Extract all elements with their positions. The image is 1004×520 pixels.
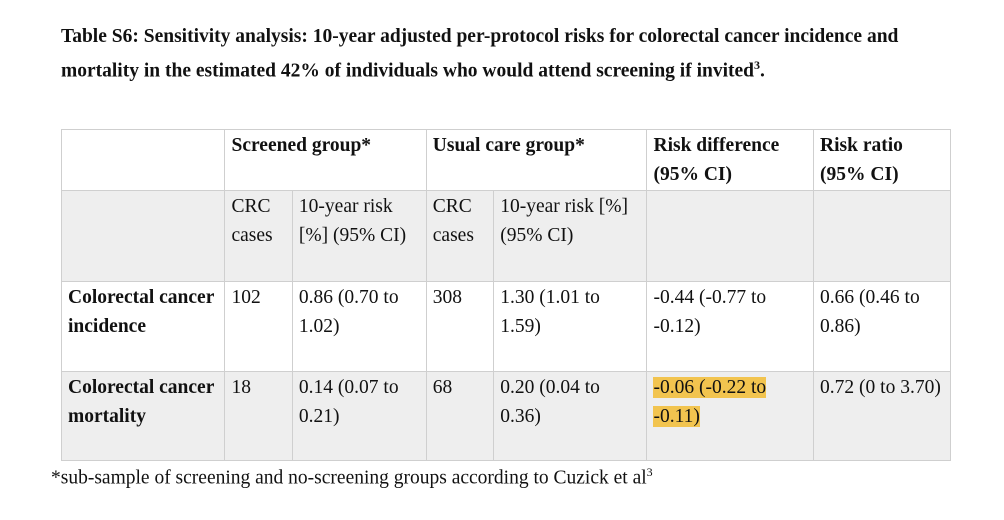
cell-usual-cases: 308 bbox=[425, 281, 495, 372]
table-subheader-row: CRC cases 10-year risk [%] (95% CI) CRC … bbox=[60, 190, 951, 282]
cell-risk-difference: -0.44 (-0.77 to -0.12) bbox=[646, 281, 815, 372]
cell-usual-risk: 0.20 (0.04 to 0.36) bbox=[493, 371, 648, 461]
subheader-blank-cell bbox=[60, 190, 226, 282]
header-usual-care-group: Usual care group* bbox=[425, 129, 648, 191]
subheader-risk-usual: 10-year risk [%] (95% CI) bbox=[493, 190, 648, 282]
cell-usual-risk: 1.30 (1.01 to 1.59) bbox=[493, 281, 648, 372]
subheader-crc-cases-screened: CRC cases bbox=[224, 190, 293, 282]
table-row: Colorectal cancer incidence 102 0.86 (0.… bbox=[60, 281, 951, 372]
subheader-risk-screened: 10-year risk [%] (95% CI) bbox=[291, 190, 427, 282]
subheader-crc-cases-usual: CRC cases bbox=[425, 190, 495, 282]
header-risk-ratio: Risk ratio (95% CI) bbox=[813, 129, 951, 191]
cell-risk-ratio: 0.66 (0.46 to 0.86) bbox=[813, 281, 951, 372]
cell-screened-cases: 102 bbox=[224, 281, 293, 372]
cell-risk-ratio: 0.72 (0 to 3.70) bbox=[813, 371, 951, 461]
subheader-blank-rr bbox=[813, 190, 951, 282]
table-header-row: Screened group* Usual care group* Risk d… bbox=[60, 129, 951, 191]
cell-screened-risk: 0.14 (0.07 to 0.21) bbox=[291, 371, 427, 461]
row-label-mortality: Colorectal cancer mortality bbox=[60, 371, 226, 461]
table-footnote: *sub-sample of screening and no-screenin… bbox=[51, 458, 653, 493]
cell-screened-risk: 0.86 (0.70 to 1.02) bbox=[291, 281, 427, 372]
footnote-text: *sub-sample of screening and no-screenin… bbox=[51, 467, 647, 489]
table-row: Colorectal cancer mortality 18 0.14 (0.0… bbox=[60, 371, 951, 461]
caption-superscript: 3 bbox=[754, 58, 761, 72]
highlighted-risk-difference: -0.06 (-0.22 to -0.11) bbox=[653, 377, 767, 427]
caption-period: . bbox=[760, 60, 765, 82]
header-blank-cell bbox=[60, 129, 226, 191]
header-risk-difference: Risk difference (95% CI) bbox=[646, 129, 815, 191]
table-caption: Table S6: Sensitivity analysis: 10-year … bbox=[61, 22, 941, 86]
header-screened-group: Screened group* bbox=[224, 129, 427, 191]
caption-text: Table S6: Sensitivity analysis: 10-year … bbox=[61, 26, 899, 82]
row-label-incidence: Colorectal cancer incidence bbox=[60, 281, 226, 372]
results-table: Screened group* Usual care group* Risk d… bbox=[60, 129, 951, 461]
cell-screened-cases: 18 bbox=[224, 371, 293, 461]
subheader-blank-rd bbox=[646, 190, 815, 282]
cell-usual-cases: 68 bbox=[425, 371, 495, 461]
cell-risk-difference-highlighted: -0.06 (-0.22 to -0.11) bbox=[646, 371, 815, 461]
footnote-superscript: 3 bbox=[646, 465, 653, 479]
